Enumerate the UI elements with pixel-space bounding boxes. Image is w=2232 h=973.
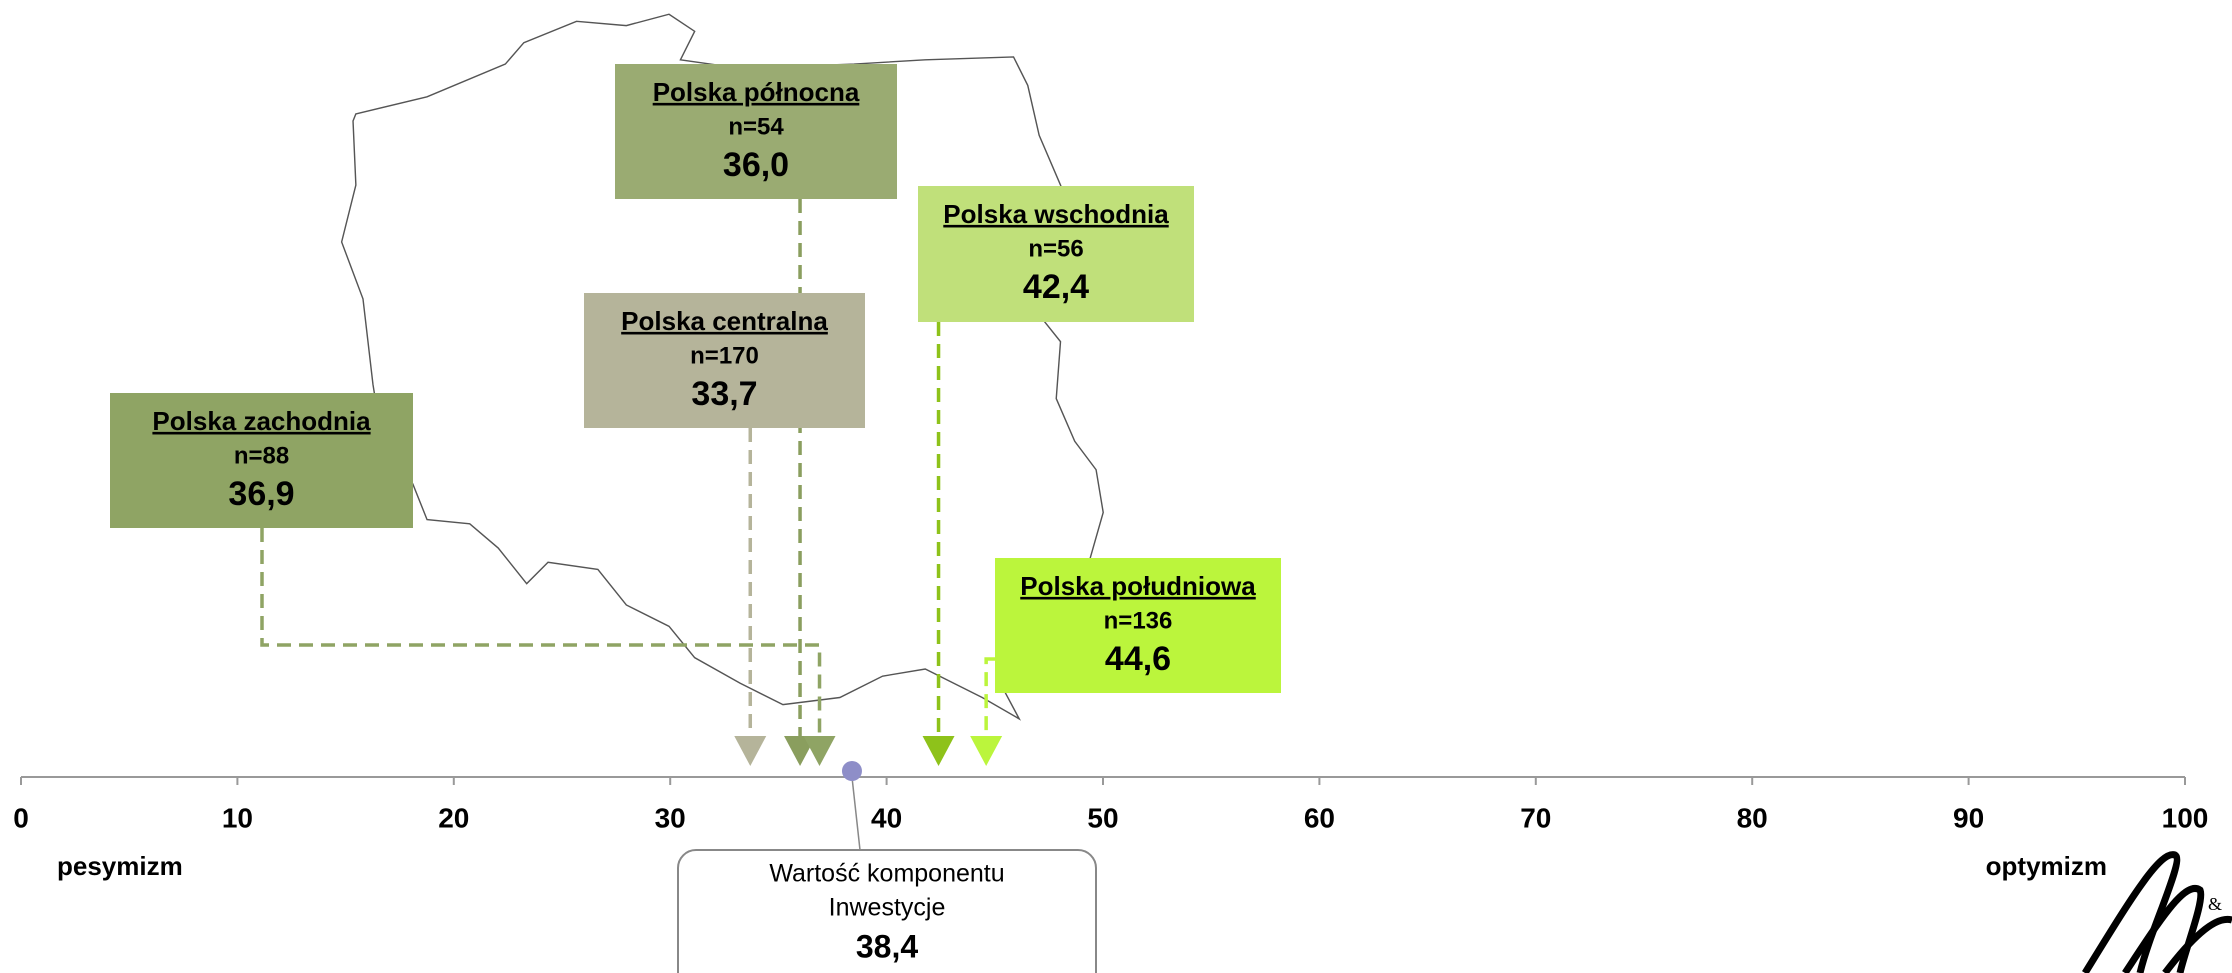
marker <box>734 736 767 766</box>
region-n: n=170 <box>690 342 759 369</box>
connector <box>984 657 995 736</box>
x-tick-label: 20 <box>438 802 469 833</box>
x-tick-label: 50 <box>1087 802 1118 833</box>
region-name: Polska południowa <box>1020 571 1256 601</box>
x-tick-label: 30 <box>655 802 686 833</box>
region-box <box>615 64 897 199</box>
region-box <box>995 558 1281 693</box>
connector <box>260 528 822 736</box>
region-box <box>584 293 865 428</box>
callout-label: Wartość komponentu <box>769 860 1004 888</box>
callout-line <box>851 776 861 851</box>
region-box <box>110 393 413 528</box>
signature <box>2082 851 2232 973</box>
region-name: Polska północna <box>653 77 860 107</box>
region-value: 42,4 <box>1023 268 1089 306</box>
marker <box>922 736 955 766</box>
callout-box <box>677 849 1097 973</box>
callout-value: 38,4 <box>856 928 918 964</box>
x-tick-label: 0 <box>13 802 29 833</box>
x-tick-label: 60 <box>1304 802 1335 833</box>
region-name: Polska wschodnia <box>943 199 1169 229</box>
region-box <box>918 186 1194 322</box>
region-value: 33,7 <box>691 375 757 413</box>
optimism-label: optymizm <box>1986 851 2107 881</box>
signature-amp: & <box>2208 894 2222 914</box>
region-n: n=88 <box>234 442 289 469</box>
region-n: n=54 <box>728 113 784 140</box>
marker <box>970 736 1003 766</box>
region-n: n=136 <box>1104 607 1173 634</box>
region-n: n=56 <box>1028 235 1083 262</box>
x-tick-label: 90 <box>1953 802 1984 833</box>
x-tick-label: 100 <box>2162 802 2209 833</box>
region-value: 36,0 <box>723 146 789 184</box>
region-name: Polska zachodnia <box>152 406 371 436</box>
callout-label2: Inwestycje <box>829 894 946 922</box>
pessimism-label: pesymizm <box>57 851 183 881</box>
x-tick-label: 70 <box>1520 802 1551 833</box>
marker <box>803 736 836 766</box>
overall-marker <box>841 761 862 781</box>
x-tick-label: 80 <box>1737 802 1768 833</box>
x-tick-label: 40 <box>871 802 902 833</box>
region-name: Polska centralna <box>621 306 828 336</box>
region-value: 44,6 <box>1105 640 1171 678</box>
region-value: 36,9 <box>228 475 294 513</box>
x-tick-label: 10 <box>222 802 253 833</box>
